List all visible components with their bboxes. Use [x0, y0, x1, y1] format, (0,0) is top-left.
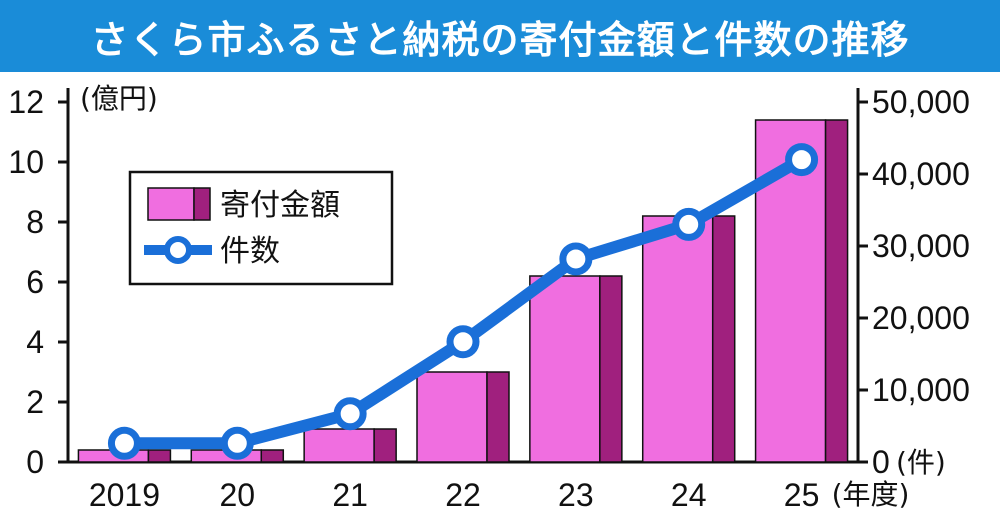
bar — [641, 215, 714, 463]
bar-side — [599, 275, 623, 463]
x-tick-label: 2019 — [89, 477, 160, 513]
legend-label-amount: 寄付金額 — [220, 188, 340, 223]
x-axis-unit: (年度) — [832, 478, 910, 511]
legend-bar-swatch-side — [193, 187, 211, 221]
x-tick-label: 24 — [671, 477, 707, 513]
bar — [303, 428, 375, 463]
x-tick-label: 20 — [219, 477, 255, 513]
left-tick-label: 10 — [8, 144, 44, 180]
bar-side — [373, 428, 397, 463]
bar-side — [486, 371, 510, 463]
bar-side — [147, 449, 172, 463]
right-tick-label: 50,000 — [872, 84, 970, 120]
bar-side — [711, 215, 736, 463]
legend-label-count: 件数 — [220, 234, 280, 269]
left-tick-label: 0 — [26, 444, 44, 480]
right-axis-unit: (件) — [896, 446, 946, 479]
count-point — [785, 143, 819, 177]
count-point — [672, 207, 706, 241]
left-tick-label: 8 — [26, 204, 44, 240]
bar — [529, 275, 601, 463]
left-tick-label: 2 — [26, 384, 44, 420]
x-tick-label: 22 — [445, 477, 481, 513]
bar-side — [824, 119, 849, 463]
x-tick-label: 25 — [784, 477, 820, 513]
title-bar: さくら市ふるさと納税の寄付金額と件数の推移 — [0, 0, 1000, 72]
x-tick-label: 21 — [332, 477, 368, 513]
right-tick-label: 30,000 — [872, 228, 970, 264]
x-tick-label: 23 — [558, 477, 594, 513]
right-tick-label: 40,000 — [872, 156, 970, 192]
right-tick-label: 0 — [872, 444, 890, 480]
count-point — [559, 242, 593, 276]
left-axis-unit: (億円) — [80, 82, 158, 115]
count-line — [107, 143, 819, 460]
left-tick-label: 12 — [8, 84, 44, 120]
chart-title: さくら市ふるさと納税の寄付金額と件数の推移 — [90, 17, 910, 62]
bar — [416, 371, 488, 463]
right-tick-label: 10,000 — [872, 372, 970, 408]
count-point — [220, 426, 254, 460]
count-point — [107, 426, 141, 460]
legend-line-marker — [164, 236, 192, 264]
left-tick-label: 4 — [26, 324, 44, 360]
bar-side — [260, 449, 285, 463]
count-point — [333, 397, 367, 431]
legend-bar-swatch — [147, 187, 195, 221]
right-tick-label: 20,000 — [872, 300, 970, 336]
left-tick-label: 6 — [26, 264, 44, 300]
count-point — [446, 325, 480, 359]
